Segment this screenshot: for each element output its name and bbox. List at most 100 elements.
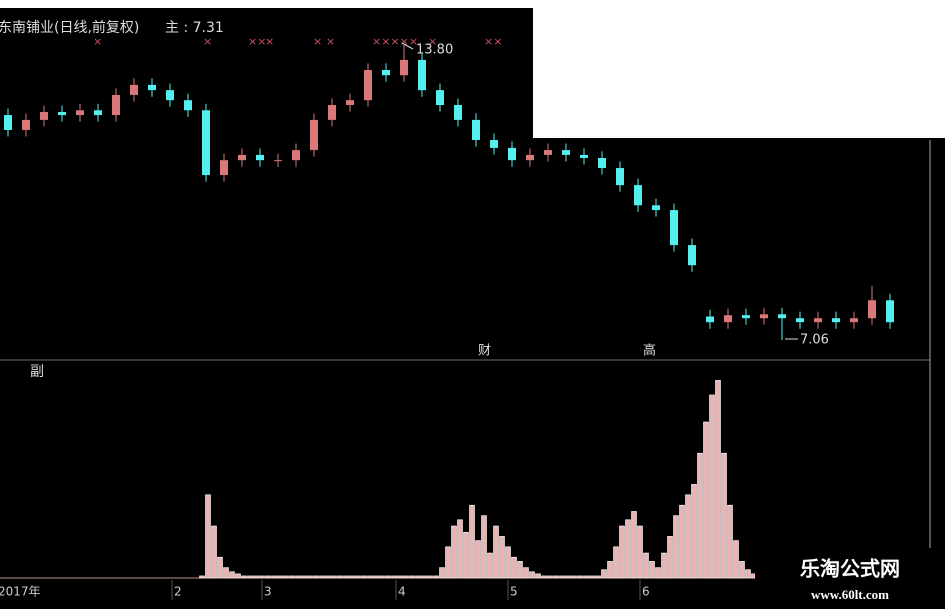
bar [487,552,493,579]
candle-body [616,168,624,186]
bar [673,515,679,579]
candle-body [238,154,246,161]
top-right-blank [533,0,945,138]
bar [325,575,331,579]
bar [697,452,703,579]
bar [247,575,253,579]
x-label: 5 [510,585,518,599]
candle-body [652,205,660,211]
bar [409,575,415,579]
candle-body [832,318,840,323]
event-label: 高 [643,343,656,359]
bar [421,575,427,579]
bar [595,575,601,579]
bar [493,525,499,579]
bar [367,575,373,579]
bar [397,575,403,579]
bar [229,571,235,579]
bar [307,575,313,579]
bar [661,552,667,579]
candle-body [562,150,570,155]
bar [721,452,727,579]
bar [277,575,283,579]
watermark-name: 乐淘公式网 [800,557,900,581]
bar [463,531,469,579]
bar [361,575,367,579]
candle-body [796,318,804,323]
bar [253,575,259,579]
x-label: 6 [642,585,650,599]
bar [319,575,325,579]
bar [565,575,571,579]
bar [481,515,487,579]
signal: × [313,35,322,48]
candle-body [508,147,516,161]
bar [337,575,343,579]
candle-body [598,157,606,169]
sub-title: 副 [30,364,44,380]
candle-body [472,119,480,141]
candle-body [706,316,714,323]
bar [727,504,733,579]
bar [523,567,529,579]
signal: × [203,35,212,48]
bar [259,575,265,579]
bar [559,575,565,579]
candle-body [76,110,84,116]
bar [625,519,631,579]
bar [589,575,595,579]
bar [577,575,583,579]
event-label: 财 [478,344,491,359]
bar [715,380,721,579]
x-label: 2017年 [0,585,41,599]
bar [271,575,277,579]
candle-body [274,160,282,162]
bar [445,546,451,579]
candle-body [112,94,120,116]
bar [505,546,511,579]
candle-body [310,119,318,151]
candle-body [688,245,696,266]
bar [349,575,355,579]
bar [691,484,697,579]
candle-body [382,69,390,76]
bar [703,421,709,579]
candle-body [526,154,534,161]
bar [529,571,535,579]
bar [373,575,379,579]
bar [223,567,229,579]
bar [709,394,715,579]
candle-body [256,154,264,161]
main-label: 主 : 7.31 [165,20,224,36]
bar [511,556,517,579]
high-label: 13.80 [416,43,453,58]
bar [739,561,745,579]
signal-marks: × × ×× × × × ××××× × ×× [93,35,502,48]
candle-body [724,315,732,323]
bar [631,511,637,579]
candle-body [418,59,426,91]
x-label: 4 [398,585,406,599]
bar [607,561,613,579]
bar [685,494,691,579]
candle-body [220,160,228,176]
candle-body [454,105,462,120]
bar [547,575,553,579]
bar [217,556,223,579]
signal: ×× [248,35,266,48]
candle-body [184,100,192,111]
bar [355,575,361,579]
candle-body [328,105,336,120]
signal: × [326,35,335,48]
bar [649,561,655,579]
bar [637,525,643,579]
candle-body [868,300,876,319]
bar [655,567,661,579]
bar [457,519,463,579]
bar [583,575,589,579]
bar [613,546,619,579]
candle-body [634,185,642,206]
bar [541,575,547,579]
bar [499,536,505,579]
watermark-url: www.60lt.com [811,587,889,602]
